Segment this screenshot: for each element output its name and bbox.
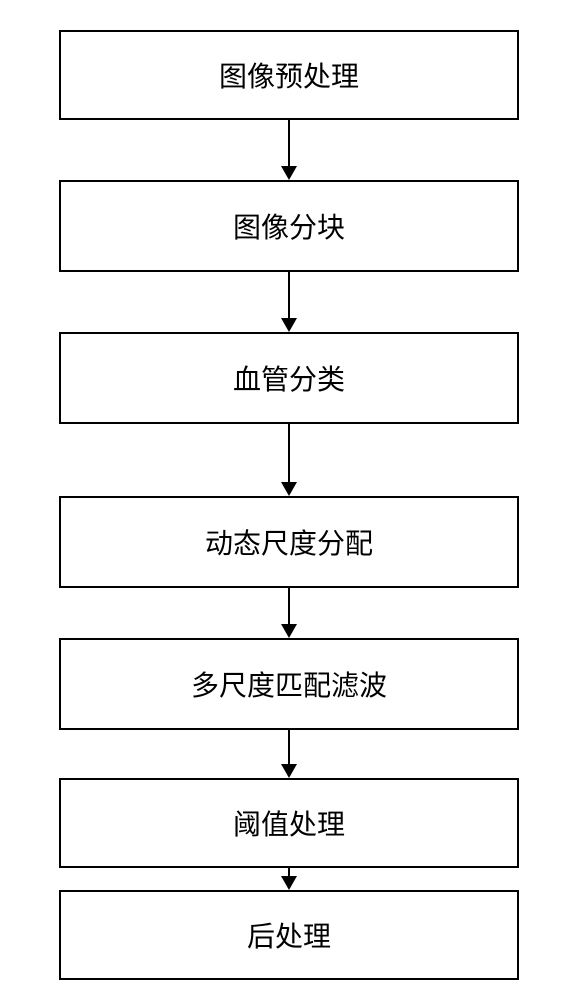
arrow-head-icon [281, 482, 297, 496]
arrow-line [288, 120, 290, 166]
arrow-head-icon [281, 764, 297, 778]
flowchart-container: 图像预处理图像分块血管分类动态尺度分配多尺度匹配滤波阈值处理后处理 [59, 30, 519, 980]
flowchart-node-label: 多尺度匹配滤波 [191, 664, 387, 704]
flowchart-node-label: 后处理 [247, 915, 331, 955]
arrow-line [288, 272, 290, 318]
flowchart-arrow [281, 424, 297, 496]
flowchart-node-label: 图像预处理 [219, 55, 359, 95]
arrow-head-icon [281, 624, 297, 638]
flowchart-node-label: 阈值处理 [233, 803, 345, 843]
flowchart-arrow [281, 120, 297, 180]
flowchart-node: 动态尺度分配 [59, 496, 519, 588]
arrow-head-icon [281, 318, 297, 332]
flowchart-arrow [281, 272, 297, 332]
arrow-line [288, 730, 290, 764]
flowchart-node-label: 动态尺度分配 [205, 522, 373, 562]
arrow-line [288, 868, 290, 876]
arrow-head-icon [281, 166, 297, 180]
flowchart-node-label: 血管分类 [233, 358, 345, 398]
flowchart-node-label: 图像分块 [233, 206, 345, 246]
flowchart-node: 多尺度匹配滤波 [59, 638, 519, 730]
arrow-line [288, 424, 290, 482]
flowchart-node: 图像分块 [59, 180, 519, 272]
flowchart-arrow [281, 730, 297, 778]
arrow-head-icon [281, 876, 297, 890]
flowchart-node: 阈值处理 [59, 778, 519, 868]
flowchart-node: 图像预处理 [59, 30, 519, 120]
flowchart-arrow [281, 868, 297, 890]
flowchart-node: 后处理 [59, 890, 519, 980]
flowchart-node: 血管分类 [59, 332, 519, 424]
arrow-line [288, 588, 290, 624]
flowchart-arrow [281, 588, 297, 638]
